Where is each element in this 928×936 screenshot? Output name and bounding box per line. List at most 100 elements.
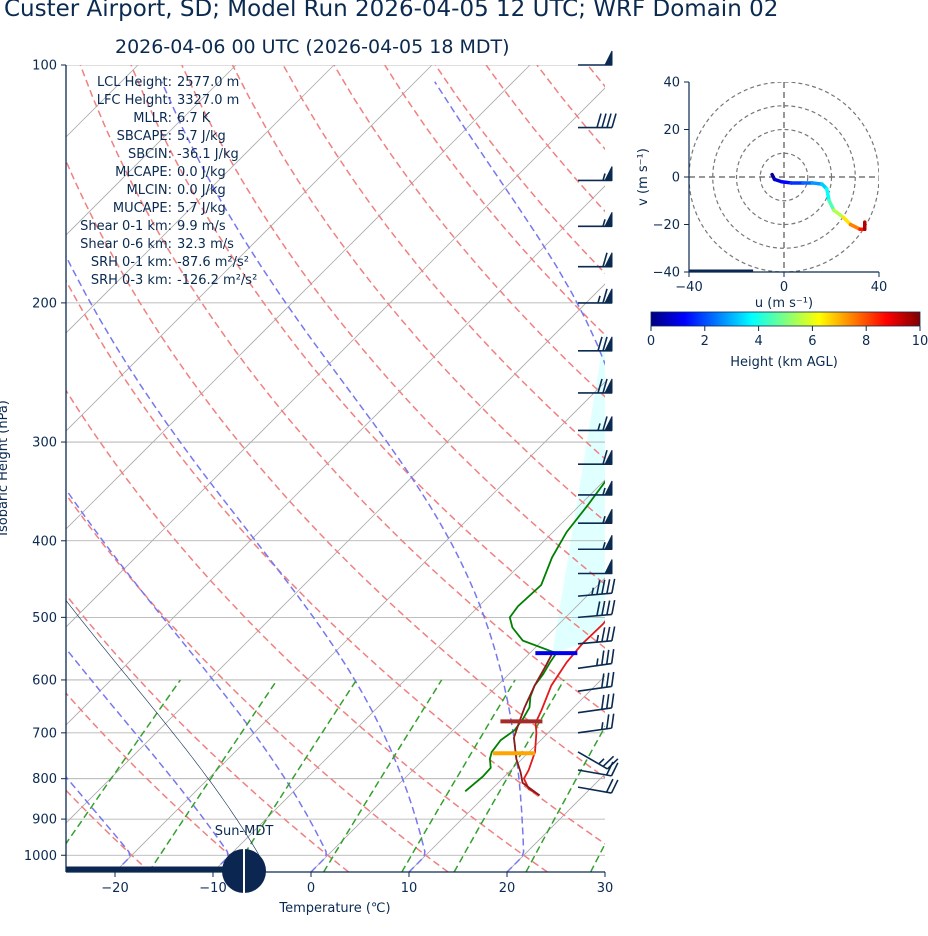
y-tick-label: 300 [32, 436, 57, 451]
barb-flag [604, 212, 613, 227]
barb-full [601, 579, 606, 595]
index-label: SRH 0-1 km: [91, 255, 172, 270]
index-value: 0.0 J/kg [177, 183, 226, 198]
index-label: MLCAPE: [115, 165, 172, 180]
wind-barb [577, 578, 616, 597]
barb-flag [604, 336, 613, 352]
wind-barb [578, 535, 613, 551]
hodograph-x-tick-label: 40 [871, 280, 888, 295]
wind-barb [577, 713, 615, 734]
index-value: 9.9 m/s [177, 219, 226, 234]
x-tick-label: 30 [597, 881, 614, 896]
moist-adiabat-line [66, 647, 229, 872]
barb-shaft [577, 662, 612, 670]
hodograph-y-tick-label: −20 [653, 218, 680, 233]
index-label: MUCAPE: [113, 201, 172, 216]
barb-full [611, 113, 617, 128]
hodograph-y-tick-label: 40 [663, 76, 680, 91]
colorbar-label: Height (km AGL) [730, 355, 838, 370]
dry-adiabat-line [66, 593, 350, 872]
isotherm-line [212, 479, 605, 872]
barb-flag [604, 50, 613, 66]
wind-barb [577, 761, 619, 777]
colorbar-tick-label: 8 [862, 334, 870, 349]
index-label: SBCAPE: [117, 129, 172, 144]
wind-barb [577, 751, 619, 770]
wind-barbs [577, 50, 619, 794]
wind-barb [577, 599, 616, 619]
barb-half [598, 758, 605, 765]
y-tick-label: 1000 [24, 849, 57, 864]
y-tick-label: 400 [32, 534, 57, 549]
barb-full [605, 778, 614, 793]
stability-indices-box: LCL Height: 2577.0 m LFC Height: 3327.0 m ML… [80, 75, 257, 288]
hodograph-x-tick-label: −40 [675, 280, 702, 295]
index-label: Shear 0-6 km: [80, 237, 172, 252]
wind-barb [578, 50, 613, 66]
hodograph-segment [827, 199, 836, 212]
index-value: 3327.0 m [177, 93, 239, 108]
wind-barb [577, 671, 615, 692]
wind-barb [578, 480, 613, 496]
barb-full [610, 779, 619, 794]
index-label: Shear 0-1 km: [80, 219, 172, 234]
isotherm-line [408, 675, 605, 872]
barb-shaft [577, 786, 612, 794]
wind-barb [577, 649, 615, 670]
wind-barb [578, 449, 613, 465]
y-tick-label: 100 [32, 59, 57, 74]
index-label: SRH 0-3 km: [91, 273, 172, 288]
colorbar-tick-label: 10 [912, 334, 928, 349]
colorbar-tick-label: 2 [701, 334, 709, 349]
wind-barb [577, 693, 615, 714]
barb-full [610, 649, 615, 664]
barb-full [601, 113, 607, 128]
barb-shaft [577, 613, 612, 619]
y-tick-label: 600 [32, 673, 57, 688]
colorbar-bar [650, 311, 921, 327]
barb-full [597, 336, 603, 352]
dry-adiabat-line [791, 65, 928, 872]
mixing-ratio-line [590, 842, 605, 872]
dry-adiabat-line [130, 65, 605, 649]
moist-adiabat-line [66, 488, 327, 872]
barb-full [596, 580, 601, 595]
isotherm-line [604, 871, 605, 872]
barb-flag [604, 288, 613, 304]
barb-full [596, 113, 602, 128]
index-value: 0.0 J/kg [177, 165, 226, 180]
dry-adiabat-line [384, 65, 605, 336]
hodograph-x-axis-label: u (m s⁻¹) [755, 296, 813, 311]
barb-full [600, 650, 605, 666]
barb-full [600, 694, 605, 710]
barb-flag [604, 535, 613, 550]
hodograph-segment [825, 187, 831, 203]
dry-adiabat-line [282, 65, 605, 460]
x-tick-label: 20 [499, 881, 516, 896]
index-label: MLLR: [133, 111, 172, 126]
barb-half [600, 722, 604, 730]
dry-adiabat-line [181, 65, 605, 586]
barb-flag [604, 480, 613, 496]
valid-time-subtitle: 2026-04-06 00 UTC (2026-04-05 18 MDT) [115, 36, 510, 58]
isotherm-line [703, 65, 928, 872]
barb-flag [604, 508, 613, 524]
barb-flag [604, 416, 613, 431]
y-tick-label: 800 [32, 772, 57, 787]
isotherm-line [310, 577, 605, 872]
mixing-ratio-line [638, 680, 736, 872]
dry-adiabat-line [66, 159, 605, 779]
index-label: MLCIN: [127, 183, 172, 198]
dewpoint-profile-line [464, 480, 605, 792]
mixing-ratio-line [66, 679, 182, 845]
x-tick-label: −10 [199, 881, 226, 896]
isotherm-line [114, 381, 605, 872]
y-tick-label: 200 [32, 296, 57, 311]
barb-full [606, 113, 612, 128]
dry-adiabat-line [66, 789, 151, 872]
barb-flag [604, 559, 613, 574]
index-value: -126.2 m²/s² [177, 273, 257, 288]
hodograph-y-tick-label: 20 [663, 123, 680, 138]
y-tick-label: 500 [32, 611, 57, 626]
skewt-axes: −20 −10 0 10 20 30 100 200 300 400 500 600 700 800 900… [24, 59, 613, 897]
